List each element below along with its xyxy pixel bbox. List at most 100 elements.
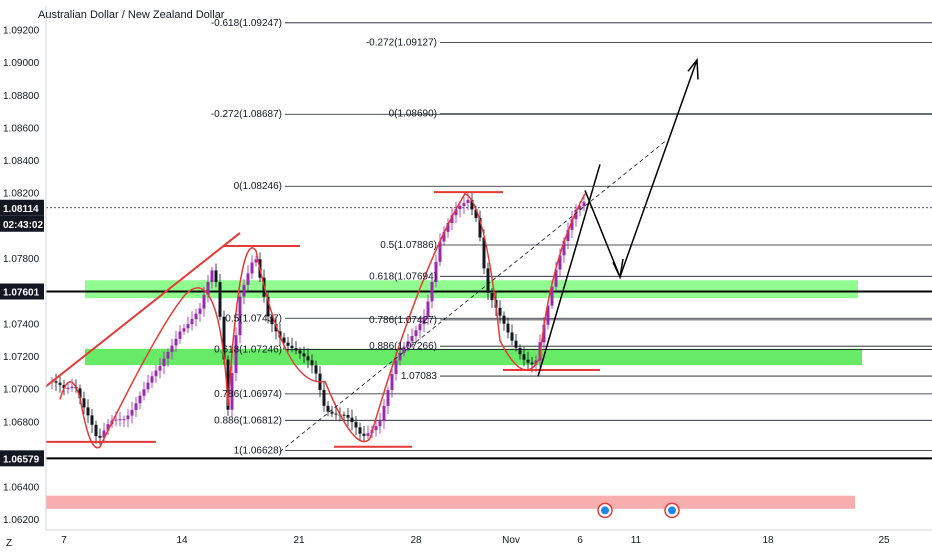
candle-body: [130, 409, 134, 416]
candle-body: [246, 273, 250, 285]
candle-body: [94, 424, 98, 436]
candle-body: [106, 424, 110, 431]
current-price-label: 1.08114: [3, 204, 39, 215]
candle-body: [162, 358, 166, 367]
price-tick-label: 1.08200: [3, 189, 40, 200]
candle-body: [450, 215, 454, 224]
fib-level-label: 0.786(1.06974): [214, 389, 282, 400]
marked-level-tag: [0, 450, 44, 467]
candle-body: [234, 335, 238, 373]
candle-body: [534, 360, 538, 365]
fib-level-label: -0.272(1.08687): [211, 109, 282, 120]
candle-body: [274, 324, 278, 332]
fib-level-label: 1.07083: [401, 371, 438, 382]
candle-body: [122, 419, 126, 421]
candle-body: [398, 352, 402, 361]
candle-body: [374, 426, 378, 431]
price-tick-label: 1.07200: [3, 352, 40, 363]
fib-labels-layer: -0.618(1.09247) -0.272(1.09127) -0.272(1.0…: [211, 18, 438, 457]
candle-body: [298, 350, 302, 354]
candle-body: [126, 415, 130, 420]
fib-level-label: -0.618(1.09247): [211, 18, 282, 29]
fib-level-label: 1(1.06628): [234, 445, 282, 456]
candle-body: [166, 351, 170, 359]
candle-body: [186, 324, 190, 329]
candle-body: [238, 296, 242, 336]
candle-body: [522, 354, 526, 360]
candle-body: [562, 240, 566, 256]
candle-body: [550, 286, 554, 306]
candle-body: [426, 301, 430, 318]
candle-body: [582, 202, 586, 207]
candle-body: [282, 337, 286, 343]
fib-level-label: -0.272(1.09127): [366, 37, 437, 48]
countdown-label: 02:43:02: [3, 220, 43, 231]
candle-body: [454, 209, 458, 216]
candle-body: [506, 323, 510, 333]
projection-path: [584, 59, 698, 280]
fib-level-label: 0(1.08690): [389, 109, 437, 120]
candle-body: [114, 419, 118, 421]
candle-body: [554, 269, 558, 287]
projection-arrowhead: [687, 57, 699, 80]
fib-level-label: 0.618(1.07694): [369, 271, 437, 282]
candle-body: [458, 206, 462, 210]
time-tick-label: 28: [410, 535, 422, 546]
candle-body: [542, 324, 546, 343]
price-tick-label: 1.09000: [3, 58, 40, 69]
candle-body: [390, 374, 394, 391]
candle-body: [330, 411, 334, 414]
price-tick-label: 1.07800: [3, 254, 40, 265]
price-tick-label: 1.08400: [3, 156, 40, 167]
candle-body: [362, 433, 366, 436]
candle-body: [182, 328, 186, 332]
candle-body: [302, 353, 306, 357]
candle-body: [530, 362, 534, 365]
candle-body: [474, 209, 478, 218]
candle-body: [306, 356, 310, 361]
candle-body: [394, 360, 398, 375]
candle-body: [142, 389, 146, 396]
candle-body: [462, 203, 466, 207]
candle-body: [402, 346, 406, 353]
candle-body: [294, 348, 298, 351]
price-tick-label: 1.08800: [3, 91, 40, 102]
candle-body: [198, 308, 202, 314]
candle-body: [70, 386, 74, 388]
fib-lines-layer: [46, 22, 932, 460]
candle-body: [286, 342, 290, 346]
candle-body: [326, 405, 330, 412]
candle-body: [470, 199, 474, 210]
candle-body: [378, 421, 382, 427]
candle-body: [418, 324, 422, 331]
candle-body: [150, 376, 154, 383]
candle-body: [558, 255, 562, 270]
price-axis[interactable]: 1.09200 1.09000 1.08800 1.08600 1.08400 1.082…: [0, 6, 47, 530]
candle-body: [322, 389, 326, 406]
candle-body: [158, 366, 162, 371]
swing-level-line: [45, 232, 241, 388]
price-tick-label: 1.08600: [3, 123, 40, 134]
candle-body: [174, 338, 178, 346]
candle-body: [486, 268, 490, 294]
price-tick-label: 1.06400: [3, 483, 40, 494]
candle-body: [518, 347, 522, 355]
candles-layer: [50, 191, 586, 445]
candle-body: [290, 345, 294, 349]
time-tick-label: 7: [61, 535, 67, 546]
candle-body: [386, 390, 390, 406]
time-axis[interactable]: 7 14 21 28 Nov 6 11 18 25: [46, 529, 932, 546]
zone-upper: [85, 280, 858, 299]
candle-body: [498, 307, 502, 316]
candle-body: [82, 398, 86, 408]
countdown-tag: [0, 215, 44, 232]
candle-body: [514, 340, 518, 348]
candle-body: [58, 382, 62, 386]
time-tick-label: 21: [293, 535, 305, 546]
chart-title: Australian Dollar / New Zealand Dollar: [38, 9, 225, 21]
candle-body: [410, 336, 414, 342]
candle-body: [574, 209, 578, 220]
price-tick-label: 1.09200: [3, 25, 40, 36]
